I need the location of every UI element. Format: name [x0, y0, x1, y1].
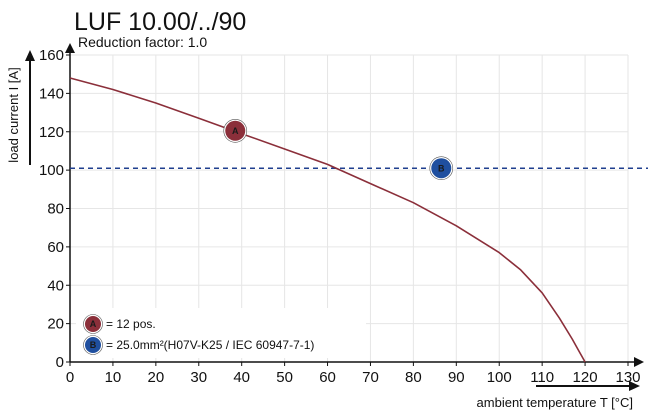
legend-label-b: = 25.0mm²(H07V-K25 / IEC 60947-7-1) [106, 338, 314, 352]
y-tick-label-1: 20 [47, 316, 64, 333]
legend: A = 12 pos. B = 25.0mm²(H07V-K25 / IEC 6094… [76, 308, 366, 358]
legend-marker-a-letter: A [90, 319, 97, 329]
legend-label-a: = 12 pos. [106, 317, 156, 331]
y-axis-arrow [65, 43, 75, 53]
y-tick-label-0: 0 [56, 354, 64, 371]
x-tick-label-11: 110 [530, 369, 554, 386]
axes [25, 43, 644, 391]
marker-a-dot [225, 120, 246, 141]
derating-curve [69, 77, 586, 363]
y-tick-label-8: 160 [39, 47, 64, 64]
x-axis-arrow [634, 357, 644, 367]
y-tick-labels: 0 20 40 60 80 100 120 140 160 [39, 47, 70, 371]
y-tick-label-2: 40 [47, 277, 64, 294]
marker-a-letter: A [232, 126, 239, 136]
x-tick-label-3: 30 [190, 369, 207, 386]
y-tick-label-5: 100 [39, 162, 64, 179]
chart-title: LUF 10.00/../90 [74, 8, 246, 36]
legend-marker-a: A [83, 314, 103, 334]
x-tick-label-1: 10 [105, 369, 122, 386]
x-tick-label-7: 70 [362, 369, 379, 386]
legend-marker-b-letter: B [90, 340, 97, 350]
x-tick-label-5: 50 [276, 369, 293, 386]
x-tick-label-0: 0 [66, 369, 74, 386]
y-tick-label-3: 60 [47, 239, 64, 256]
x-tick-label-12: 120 [573, 369, 598, 386]
x-tick-label-4: 40 [233, 369, 250, 386]
marker-b-letter: B [438, 163, 445, 173]
marker-b-dot [431, 158, 452, 179]
legend-marker-b-dot [85, 337, 101, 353]
x-tick-labels: 0 10 20 30 40 50 60 70 80 90 100 110 120 130 [66, 362, 641, 386]
legend-background [76, 308, 366, 358]
y-tick-label-6: 120 [39, 124, 64, 141]
marker-a: A [223, 118, 248, 143]
legend-marker-a-dot [85, 316, 101, 332]
y-axis-label: load current I [A] [6, 67, 21, 162]
x-axis-label: ambient temperature T [°C] [477, 395, 633, 410]
legend-marker-b: B [83, 335, 103, 355]
x-tick-label-9: 90 [448, 369, 465, 386]
x-tick-label-6: 60 [319, 369, 336, 386]
x-tick-label-13: 130 [615, 369, 640, 386]
x-tick-label-8: 80 [405, 369, 422, 386]
x-tick-label-2: 20 [148, 369, 165, 386]
y-tick-label-4: 80 [47, 201, 64, 218]
y-tick-label-7: 140 [39, 85, 64, 102]
chart-subtitle: Reduction factor: 1.0 [78, 34, 207, 50]
series-layer [69, 77, 648, 363]
markers: AB [223, 118, 454, 181]
x-tick-label-10: 100 [487, 369, 512, 386]
marker-b: B [429, 156, 454, 181]
y-label-arrow-head [25, 50, 35, 61]
x-label-arrow-head [629, 381, 640, 391]
